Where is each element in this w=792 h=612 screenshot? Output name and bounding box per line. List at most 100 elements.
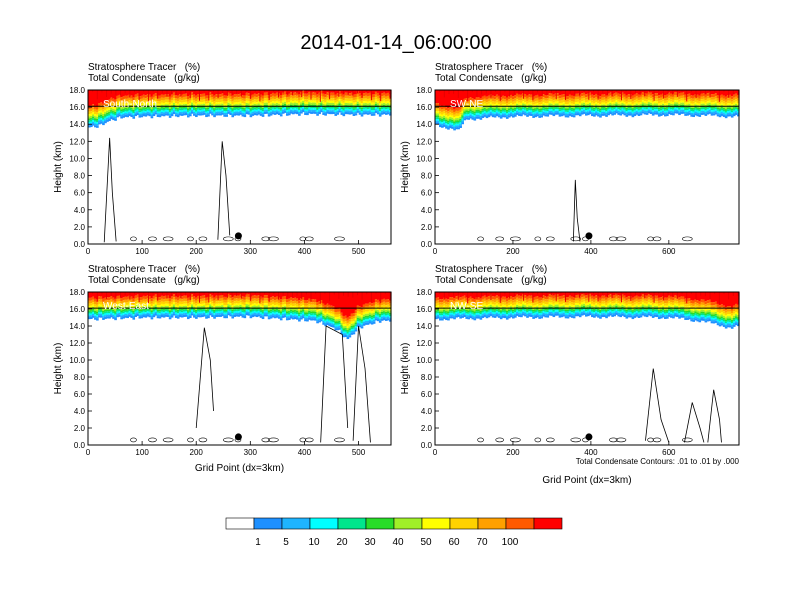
tracer-cell: [570, 112, 574, 115]
tracer-cell: [702, 93, 706, 97]
tracer-cell: [227, 302, 230, 305]
tracer-cell: [477, 109, 481, 112]
tracer-cell: [672, 106, 675, 109]
tracer-cell: [443, 123, 446, 125]
tracer-cell: [257, 96, 261, 99]
tracer-cell: [308, 312, 311, 315]
tracer-cell: [696, 112, 700, 115]
tracer-cell: [548, 112, 552, 115]
tracer-cell: [249, 299, 253, 303]
tracer-cell: [674, 104, 677, 107]
tracer-cell: [710, 106, 714, 109]
tracer-cell: [253, 295, 257, 299]
tracer-cell: [207, 110, 210, 113]
tracer-cell: [316, 292, 319, 303]
tracer-cell: [225, 292, 228, 297]
tracer-cell: [682, 100, 685, 103]
tracer-cell: [661, 99, 665, 102]
tracer-cell: [267, 312, 271, 314]
tracer-cell: [197, 109, 200, 112]
tracer-cell: [170, 112, 174, 115]
tracer-cell: [269, 302, 273, 306]
tracer-cell: [736, 112, 740, 115]
tracer-cell: [332, 106, 336, 109]
tracer-cell: [388, 108, 392, 111]
tracer-cell: [708, 100, 712, 103]
tracer-cell: [322, 96, 325, 100]
tracer-cell: [90, 313, 93, 316]
tracer-cell: [277, 103, 281, 106]
tracer-cell: [584, 102, 588, 105]
tracer-cell: [277, 313, 281, 315]
tracer-cell: [146, 311, 150, 313]
tracer-cell: [720, 100, 724, 103]
tracer-cell: [287, 96, 291, 100]
tracer-cell: [732, 108, 736, 111]
tracer-cell: [257, 312, 261, 315]
tracer-cell: [726, 95, 730, 99]
tracer-cell: [106, 312, 109, 315]
tracer-cell: [308, 94, 311, 98]
tracer-cell: [154, 308, 158, 311]
tracer-cell: [213, 305, 216, 308]
tracer-cell: [94, 121, 97, 124]
tracer-cell: [213, 300, 216, 303]
tracer-cell: [154, 306, 158, 309]
tracer-cell: [495, 90, 499, 95]
tracer-cell: [193, 90, 196, 95]
tracer-cell: [459, 116, 462, 119]
tracer-cell: [552, 107, 556, 109]
tracer-cell: [382, 110, 386, 112]
tracer-cell: [285, 309, 289, 312]
tracer-cell: [576, 104, 580, 107]
tracer-cell: [273, 111, 277, 113]
tracer-cell: [148, 94, 152, 98]
tracer-cell: [184, 311, 188, 313]
tracer-cell: [471, 110, 475, 113]
tracer-cell: [162, 110, 166, 113]
tracer-cell: [447, 125, 450, 128]
tracer-cell: [320, 305, 323, 309]
tracer-cell: [237, 111, 241, 114]
tracer-cell: [572, 104, 576, 107]
tracer-cell: [308, 304, 311, 307]
tracer-cell: [645, 90, 649, 94]
tracer-cell: [229, 101, 233, 104]
tracer-cell: [344, 95, 348, 99]
tracer-cell: [352, 323, 356, 326]
tracer-cell: [106, 108, 109, 111]
tracer-cell: [279, 311, 283, 314]
tracer-cell: [243, 101, 247, 104]
tracer-cell: [199, 299, 202, 302]
tracer-cell: [352, 90, 356, 95]
tracer-cell: [338, 108, 342, 111]
tracer-cell: [265, 309, 269, 311]
tracer-cell: [712, 94, 716, 98]
tracer-cell: [501, 113, 505, 116]
tracer-cell: [320, 310, 323, 313]
tracer-cell: [243, 109, 247, 112]
tracer-cell: [193, 308, 196, 311]
tracer-cell: [694, 111, 698, 114]
tracer-cell: [112, 313, 115, 316]
tracer-cell: [275, 312, 279, 314]
tracer-cell: [294, 90, 297, 93]
tracer-cell: [558, 95, 562, 99]
tracer-cell: [382, 98, 386, 101]
tracer-cell: [348, 326, 352, 329]
tracer-cell: [572, 110, 576, 112]
tracer-cell: [156, 311, 160, 313]
tracer-cell: [507, 110, 511, 112]
tracer-cell: [690, 100, 693, 104]
tracer-cell: [714, 110, 718, 113]
tracer-cell: [676, 108, 679, 110]
tracer-cell: [251, 292, 255, 296]
tracer-cell: [666, 108, 669, 111]
tracer-cell: [619, 111, 623, 114]
tracer-cell: [174, 112, 178, 115]
tracer-cell: [249, 109, 253, 112]
tracer-cell: [285, 299, 289, 303]
tracer-cell: [118, 90, 121, 95]
tracer-cell: [378, 100, 382, 104]
tracer-cell: [368, 90, 372, 93]
